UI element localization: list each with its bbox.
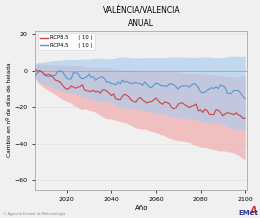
X-axis label: Año: Año [135, 205, 148, 211]
Title: VALÈNCIA/VALENCIA
ANUAL: VALÈNCIA/VALENCIA ANUAL [103, 7, 180, 28]
Text: A: A [250, 206, 257, 216]
Text: EMet: EMet [239, 210, 259, 216]
Text: © Agencia Estatal de Meteorología: © Agencia Estatal de Meteorología [3, 212, 65, 216]
Legend: RCP8.5      ( 10 ), RCP4.5      ( 10 ): RCP8.5 ( 10 ), RCP4.5 ( 10 ) [38, 33, 95, 50]
Y-axis label: Cambio en nº de días de helada: Cambio en nº de días de helada [7, 63, 12, 157]
